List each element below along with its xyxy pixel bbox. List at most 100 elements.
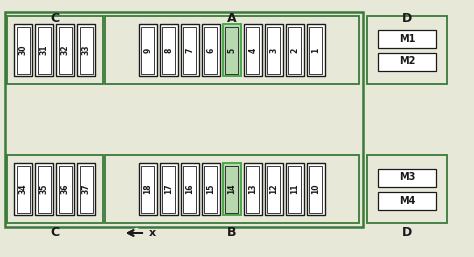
Text: 1: 1 — [311, 47, 320, 53]
Text: 12: 12 — [270, 184, 279, 194]
Bar — [267, 166, 281, 213]
Text: 18: 18 — [144, 184, 153, 194]
Bar — [223, 24, 241, 76]
Bar — [310, 26, 322, 74]
Bar — [226, 166, 238, 213]
Bar — [204, 26, 218, 74]
Bar — [142, 26, 155, 74]
Bar — [105, 155, 359, 223]
Text: M2: M2 — [399, 57, 415, 67]
Bar — [286, 163, 304, 215]
Bar — [78, 24, 95, 76]
Bar — [378, 30, 436, 48]
Text: M4: M4 — [399, 196, 415, 206]
Bar — [183, 166, 197, 213]
Text: 4: 4 — [248, 47, 257, 53]
Bar — [15, 24, 33, 76]
Text: 6: 6 — [207, 47, 216, 53]
Bar — [78, 163, 95, 215]
Bar — [289, 26, 301, 74]
Bar — [265, 24, 283, 76]
Text: 33: 33 — [82, 45, 91, 55]
Bar — [163, 166, 175, 213]
Text: 16: 16 — [185, 184, 194, 194]
Bar — [367, 16, 447, 84]
Bar — [139, 24, 157, 76]
Bar — [181, 24, 199, 76]
Bar — [80, 166, 93, 213]
Text: 36: 36 — [61, 184, 70, 194]
Text: C: C — [50, 226, 60, 240]
Bar — [38, 26, 51, 74]
Bar — [202, 163, 220, 215]
Bar — [142, 166, 155, 213]
Bar — [56, 24, 74, 76]
Text: 13: 13 — [248, 184, 257, 194]
Text: D: D — [402, 226, 412, 240]
Bar — [38, 166, 51, 213]
Bar — [7, 16, 103, 84]
Bar — [246, 166, 259, 213]
Text: 15: 15 — [207, 184, 216, 194]
Text: 5: 5 — [228, 48, 237, 53]
Text: 11: 11 — [291, 184, 300, 194]
Bar — [59, 166, 72, 213]
Bar — [17, 166, 30, 213]
Text: B: B — [227, 226, 237, 240]
Bar — [204, 166, 218, 213]
Text: M3: M3 — [399, 172, 415, 182]
Bar — [7, 155, 103, 223]
Text: 9: 9 — [144, 47, 153, 53]
Text: D: D — [402, 12, 412, 24]
Bar — [265, 163, 283, 215]
Text: 3: 3 — [270, 47, 279, 53]
Text: 35: 35 — [40, 184, 49, 194]
Text: 32: 32 — [61, 45, 70, 55]
Bar — [59, 26, 72, 74]
Text: 30: 30 — [19, 45, 28, 55]
Bar — [244, 163, 262, 215]
Bar — [160, 24, 178, 76]
Bar — [244, 24, 262, 76]
Bar — [183, 26, 197, 74]
Bar — [17, 26, 30, 74]
Bar — [5, 12, 363, 227]
Text: 34: 34 — [19, 184, 28, 194]
Text: 8: 8 — [164, 47, 173, 53]
Bar — [163, 26, 175, 74]
Bar — [105, 16, 359, 84]
Text: 31: 31 — [40, 45, 49, 55]
Bar — [15, 163, 33, 215]
Bar — [36, 24, 54, 76]
Bar — [267, 26, 281, 74]
Bar — [310, 166, 322, 213]
Bar — [56, 163, 74, 215]
Bar — [378, 191, 436, 209]
Text: 7: 7 — [185, 47, 194, 53]
Bar — [307, 24, 325, 76]
Bar — [286, 24, 304, 76]
Text: x: x — [149, 228, 156, 238]
Bar — [246, 26, 259, 74]
Text: 17: 17 — [164, 184, 173, 194]
Bar — [202, 24, 220, 76]
Bar — [289, 166, 301, 213]
Bar — [160, 163, 178, 215]
Bar — [223, 163, 241, 215]
Bar — [36, 163, 54, 215]
Text: 37: 37 — [82, 184, 91, 194]
Text: M1: M1 — [399, 33, 415, 43]
Bar — [307, 163, 325, 215]
Text: 10: 10 — [311, 184, 320, 194]
Bar — [378, 52, 436, 70]
Bar — [139, 163, 157, 215]
Bar — [181, 163, 199, 215]
Text: A: A — [227, 12, 237, 24]
Bar — [80, 26, 93, 74]
Bar — [378, 169, 436, 187]
Text: C: C — [50, 12, 60, 24]
Bar — [367, 155, 447, 223]
Text: 2: 2 — [291, 47, 300, 53]
Bar — [226, 26, 238, 74]
Text: 14: 14 — [228, 184, 237, 194]
